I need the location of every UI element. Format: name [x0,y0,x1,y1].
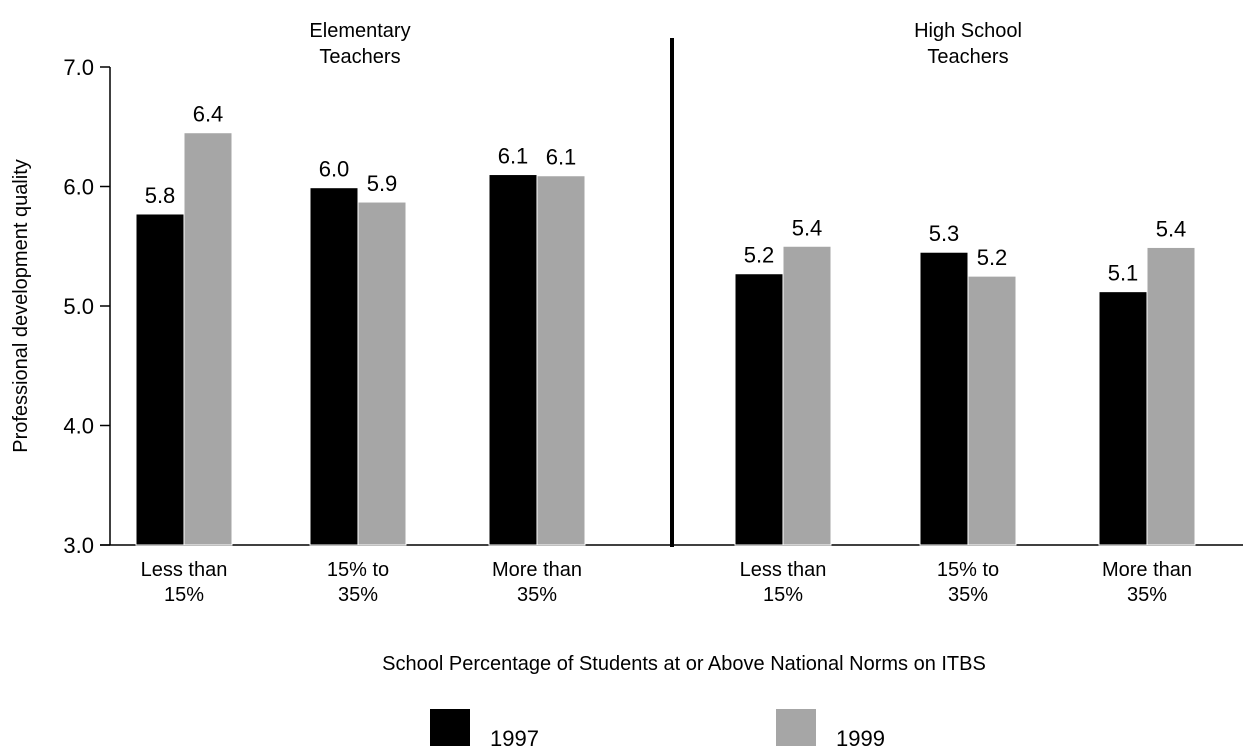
y-tick-label: 3.0 [63,533,94,558]
legend-label: 1997 [490,726,539,746]
category-label: 15% to [937,559,999,581]
category-label: 35% [517,584,557,606]
data-label: 6.4 [193,102,224,127]
data-label: 5.4 [792,215,823,240]
data-label: 5.2 [744,243,775,268]
bar-1999 [357,201,407,546]
group-title: Teachers [319,46,400,68]
bar-1999 [183,132,233,546]
data-label: 5.4 [1156,216,1187,241]
bar-1997 [734,273,784,546]
category-label: 15% [763,584,803,606]
bar-1999 [536,175,586,546]
bar-1999 [1146,246,1196,546]
bar-1997 [309,187,359,546]
x-axis-title: School Percentage of Students at or Abov… [382,653,986,675]
bar-1999 [782,245,832,546]
legend-swatch-1997 [430,709,470,746]
category-label: More than [1102,559,1192,581]
y-tick-label: 7.0 [63,55,94,80]
bar-1997 [488,174,538,546]
group-title: Elementary [309,20,410,42]
group-title: High School [914,20,1022,42]
data-label: 5.3 [929,221,960,246]
data-label: 5.2 [977,245,1008,270]
category-label: 35% [948,584,988,606]
bar-1997 [135,213,185,546]
bar-1997 [1098,291,1148,546]
legend-label: 1999 [836,726,885,746]
group-title: Teachers [927,46,1008,68]
bar-1999 [967,275,1017,546]
y-tick-label: 6.0 [63,175,94,200]
y-tick-label: 5.0 [63,294,94,319]
category-label: Less than [141,559,228,581]
data-label: 5.1 [1108,261,1139,286]
y-axis-title: Professional development quality [10,159,32,453]
category-label: More than [492,559,582,581]
data-label: 6.0 [319,157,350,182]
category-label: 15% to [327,559,389,581]
legend-swatch-1999 [776,709,816,746]
category-label: 15% [164,584,204,606]
data-label: 5.8 [145,183,176,208]
y-tick-label: 4.0 [63,414,94,439]
bar-1997 [919,251,969,546]
data-label: 6.1 [498,144,529,169]
category-label: Less than [740,559,827,581]
category-label: 35% [1127,584,1167,606]
data-label: 5.9 [367,171,398,196]
category-label: 35% [338,584,378,606]
data-label: 6.1 [546,145,577,170]
